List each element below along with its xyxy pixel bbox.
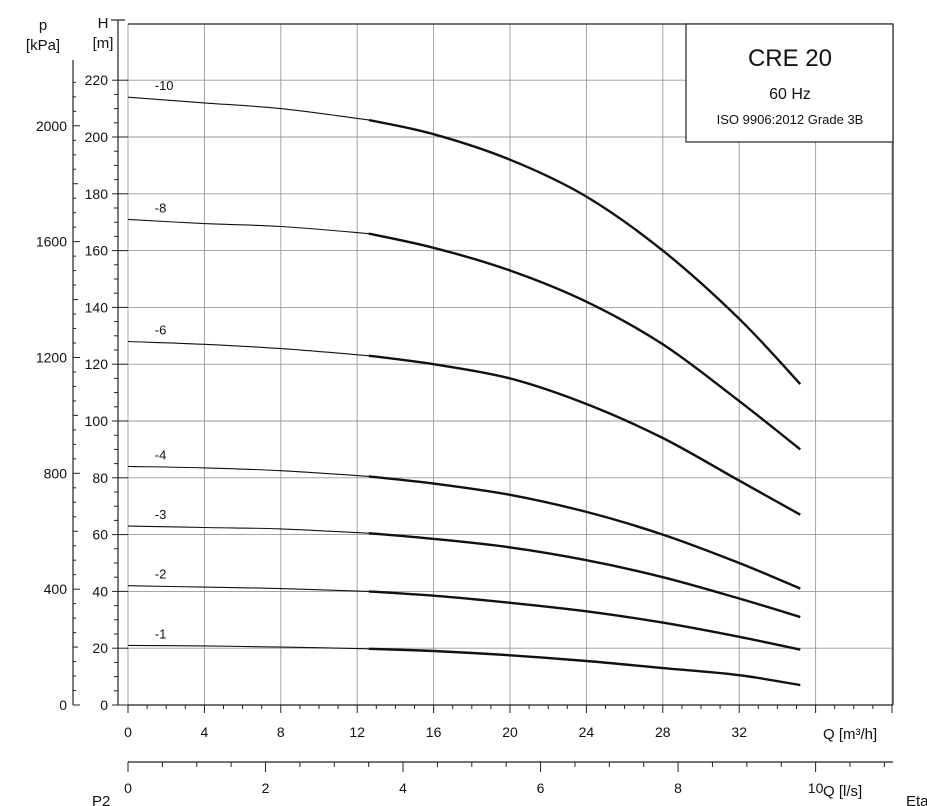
title-box (685, 23, 894, 143)
footer-label-eta: Eta (906, 793, 927, 806)
p-tick-label: 400 (44, 581, 68, 597)
q2-tick-label: 6 (537, 780, 545, 796)
curve--1-thick (368, 647, 801, 687)
curve--4-thick (368, 475, 801, 590)
curve-label--8: -8 (155, 200, 167, 215)
p-tick-label: 0 (59, 697, 67, 713)
curve-label--2: -2 (155, 567, 167, 582)
curve--6-thick (368, 354, 801, 516)
q2-tick-label: 2 (262, 780, 270, 796)
curve-label--3: -3 (155, 507, 167, 522)
q-tick-label: 32 (731, 724, 747, 740)
curve-label--6: -6 (155, 322, 167, 337)
footer-label-p2: P2 (92, 793, 110, 806)
h-tick-label: 220 (85, 72, 109, 88)
chart-title: CRE 20 (748, 45, 832, 72)
q2-tick-label: 10 (808, 780, 824, 796)
h-tick-label: 100 (85, 413, 109, 429)
curve--3-thin (127, 525, 369, 534)
curve--4-thin (127, 465, 369, 477)
chart-subtitle: 60 Hz (769, 86, 811, 103)
curve--10-thin (127, 96, 369, 121)
q2-tick-label: 4 (399, 780, 407, 796)
q-tick-label: 4 (201, 724, 209, 740)
q-tick-label: 0 (124, 724, 132, 740)
curve--6-thin (127, 340, 369, 357)
h-tick-label: 60 (92, 527, 108, 543)
curve-label--10: -10 (155, 78, 174, 93)
curve--3-thick (368, 532, 801, 619)
curve--2-thick (368, 590, 801, 651)
h-tick-label: 80 (92, 470, 108, 486)
h-tick-label: 40 (92, 583, 108, 599)
y2label-line: p (39, 17, 47, 34)
p-tick-label: 800 (44, 465, 68, 481)
q-tick-label: 16 (426, 724, 442, 740)
q2-tick-label: 0 (124, 780, 132, 796)
h-tick-label: 140 (85, 299, 109, 315)
ylabel-line: [m] (93, 35, 114, 52)
curve-label--4: -4 (155, 447, 167, 462)
q2-tick-label: 8 (674, 780, 682, 796)
q-tick-label: 12 (349, 724, 365, 740)
h-tick-label: 20 (92, 640, 108, 656)
q-tick-label: 20 (502, 724, 518, 740)
q-tick-label: 28 (655, 724, 671, 740)
curve--8-thick (368, 232, 802, 451)
h-tick-label: 160 (85, 243, 109, 259)
p-tick-label: 1200 (36, 349, 67, 365)
ylabel-line: H (98, 15, 109, 32)
y2label-line: [kPa] (26, 37, 60, 54)
h-tick-label: 120 (85, 356, 109, 372)
x-axis-title: Q [m³/h] (823, 726, 877, 743)
chart-annotation: ISO 9906:2012 Grade 3B (717, 112, 864, 127)
p-tick-label: 1600 (36, 234, 67, 250)
curve--8-thin (127, 218, 369, 235)
h-tick-label: 0 (100, 697, 108, 713)
h-tick-label: 200 (85, 129, 109, 145)
q-tick-label: 8 (277, 724, 285, 740)
curve--10-thick (368, 118, 802, 385)
y-axis-title: H [m] (93, 15, 114, 52)
q-tick-label: 24 (579, 724, 595, 740)
curve--1-thin (127, 644, 369, 650)
curve-label--1: -1 (155, 626, 167, 641)
h-tick-label: 180 (85, 186, 109, 202)
ticks: 0204060801001201401601802002200400800120… (36, 72, 893, 796)
pump-curves (127, 96, 802, 687)
x2-axis-title: Q [l/s] (823, 783, 862, 800)
y2-axis-title: p [kPa] (26, 17, 60, 54)
curve-labels: -10 -8 -6 -4 -3 -2 -1 (155, 78, 174, 641)
curve--2-thin (127, 585, 369, 592)
title-block: CRE 20 60 Hz ISO 9906:2012 Grade 3B (685, 23, 894, 143)
p-tick-label: 2000 (36, 118, 67, 134)
